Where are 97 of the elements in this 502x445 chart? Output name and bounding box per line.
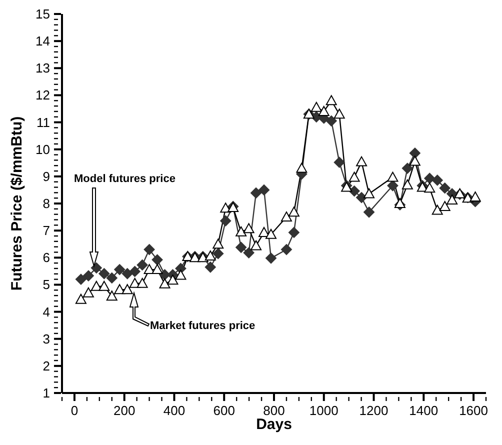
y-tick-label: 13 [36, 60, 50, 76]
point [114, 264, 126, 276]
point [136, 278, 148, 288]
point [122, 268, 133, 280]
point [90, 280, 102, 291]
point [409, 156, 420, 166]
point [243, 223, 254, 234]
point [136, 259, 148, 270]
point [432, 174, 443, 186]
point [439, 182, 450, 194]
point [98, 268, 110, 280]
point [144, 244, 155, 256]
y-tick-label: 3 [42, 331, 50, 346]
point [82, 270, 94, 282]
point [82, 287, 94, 298]
point [288, 226, 300, 238]
point [212, 238, 224, 249]
point [364, 188, 375, 198]
point [446, 194, 458, 204]
point [266, 252, 277, 264]
point [204, 250, 216, 261]
x-tick-label: 800 [263, 403, 285, 418]
x-tick-label: 1600 [459, 403, 488, 418]
point [175, 270, 186, 280]
point [250, 187, 262, 198]
point [106, 272, 118, 284]
point [98, 280, 110, 291]
point [236, 226, 247, 236]
point [310, 102, 322, 112]
point [470, 192, 481, 202]
point [402, 162, 413, 174]
point [204, 262, 216, 273]
point [334, 108, 345, 119]
point [122, 284, 133, 294]
y-tick-label: 15 [36, 6, 50, 22]
x-tick-label: 600 [213, 403, 235, 418]
y-tick-label: 2 [42, 358, 50, 374]
x-tick-label: 1000 [309, 403, 338, 418]
point [258, 184, 270, 196]
point [364, 206, 375, 218]
point [402, 179, 413, 190]
x-tick-label: 1400 [409, 403, 438, 418]
point [280, 244, 292, 256]
point [90, 262, 102, 274]
point [387, 180, 398, 192]
point [326, 115, 337, 126]
point [212, 248, 224, 260]
point [424, 182, 436, 193]
point [159, 278, 170, 288]
point [288, 206, 300, 217]
point [152, 264, 163, 274]
annotation: Market futures price [150, 320, 256, 332]
y-tick-label: 7 [42, 223, 50, 238]
y-tick-label: 5 [42, 277, 50, 292]
point [394, 198, 406, 208]
point [280, 212, 292, 222]
point [409, 148, 420, 159]
y-tick-label: 1 [42, 386, 50, 400]
point [75, 294, 86, 304]
point [387, 172, 398, 182]
point [106, 290, 118, 301]
point [144, 264, 155, 274]
point [348, 172, 360, 182]
point [424, 172, 436, 184]
point [152, 254, 163, 266]
x-tick-label: 0 [70, 403, 78, 418]
point [439, 200, 450, 211]
x-tick-label: 400 [163, 403, 186, 418]
y-tick-label: 8 [42, 196, 50, 211]
point [334, 156, 345, 168]
x-tick-label: 1200 [359, 403, 388, 418]
y-tick-label: 14 [36, 34, 50, 49]
y-tick-label: 6 [42, 250, 50, 266]
x-axis-title: Days [256, 416, 292, 433]
point [356, 192, 368, 204]
point [75, 274, 86, 285]
point [129, 266, 140, 277]
point [326, 95, 337, 106]
y-tick-label: 9 [42, 168, 50, 184]
y-tick-label: 10 [36, 142, 50, 157]
point [236, 242, 247, 253]
y-tick-label: 12 [36, 88, 50, 103]
point [243, 247, 254, 258]
y-tick-label: 11 [36, 114, 50, 130]
point [220, 215, 232, 226]
x-tick-label: 200 [114, 403, 136, 418]
y-axis-title: Futures Price ($/mmBtu) [8, 116, 26, 291]
annotation: Model futures price [74, 173, 176, 185]
point [356, 156, 368, 166]
point [296, 162, 308, 173]
point [167, 274, 178, 285]
point [250, 240, 262, 250]
point [432, 204, 443, 215]
point [114, 284, 126, 294]
point [318, 106, 330, 116]
point [266, 228, 277, 239]
y-tick-label: 4 [42, 304, 50, 320]
